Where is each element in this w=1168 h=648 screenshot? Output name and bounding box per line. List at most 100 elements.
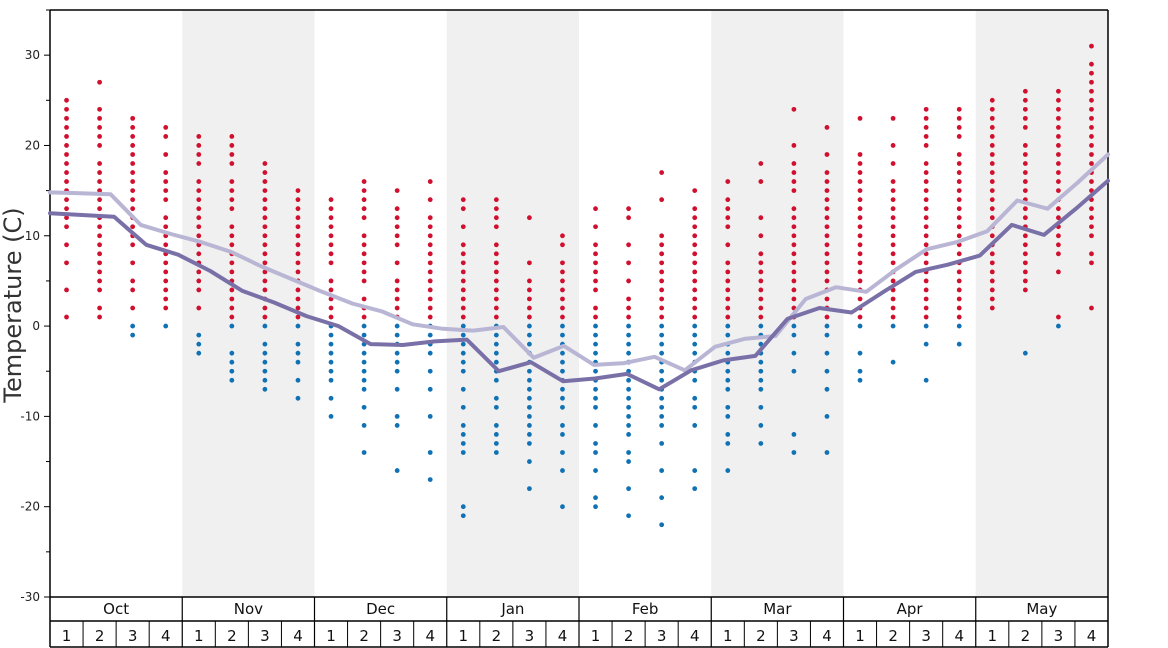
- cold-point: [791, 368, 797, 374]
- warm-point: [758, 269, 764, 275]
- warm-point: [989, 143, 995, 148]
- warm-point: [163, 305, 169, 311]
- warm-point: [923, 170, 929, 175]
- warm-point: [527, 278, 532, 284]
- warm-point: [824, 224, 830, 230]
- warm-point: [361, 188, 367, 194]
- cold-point: [527, 486, 532, 492]
- warm-point: [361, 233, 367, 239]
- warm-point: [923, 206, 929, 212]
- warm-point: [626, 215, 631, 221]
- week-label: 3: [921, 627, 931, 645]
- warm-point: [493, 269, 499, 275]
- warm-point: [659, 269, 665, 275]
- cold-point: [328, 377, 334, 383]
- warm-point: [97, 79, 102, 85]
- warm-point: [758, 260, 764, 266]
- warm-point: [262, 269, 268, 275]
- warm-point: [64, 206, 69, 212]
- cold-point: [560, 432, 565, 437]
- warm-point: [64, 260, 69, 266]
- warm-point: [493, 305, 499, 311]
- warm-point: [956, 152, 962, 157]
- warm-point: [1056, 170, 1061, 175]
- cold-point: [593, 350, 598, 356]
- warm-point: [64, 314, 69, 320]
- warm-point: [493, 287, 499, 293]
- cold-point: [460, 368, 466, 374]
- warm-point: [460, 305, 466, 311]
- cold-point: [493, 404, 499, 410]
- cold-point: [725, 404, 731, 410]
- warm-point: [857, 197, 863, 203]
- warm-point: [890, 242, 896, 248]
- y-axis: 30 20 10 0 -10 -20 -30: [20, 9, 1109, 647]
- warm-point: [956, 170, 962, 175]
- week-label: 4: [1087, 627, 1097, 645]
- cold-point: [626, 377, 631, 383]
- warm-point: [361, 296, 367, 302]
- warm-point: [989, 161, 995, 166]
- warm-point: [130, 152, 136, 157]
- cold-point: [361, 323, 367, 329]
- cold-point: [626, 413, 631, 419]
- warm-point: [493, 224, 499, 230]
- warm-point: [262, 287, 268, 293]
- cold-point: [460, 423, 466, 428]
- month-label: Nov: [234, 600, 263, 618]
- cold-point: [361, 386, 367, 392]
- warm-point: [989, 287, 995, 293]
- cold-point: [758, 404, 764, 410]
- warm-point: [1056, 269, 1061, 275]
- warm-point: [130, 287, 136, 293]
- warm-point: [97, 170, 102, 175]
- warm-point: [64, 242, 69, 248]
- cold-point: [229, 323, 235, 329]
- warm-point: [791, 242, 797, 248]
- warm-point: [725, 260, 731, 266]
- warm-point: [659, 314, 665, 320]
- warm-point: [97, 278, 102, 284]
- warm-point: [1089, 61, 1094, 67]
- warm-point: [626, 305, 631, 311]
- warm-point: [791, 188, 797, 194]
- warm-point: [229, 233, 235, 239]
- warm-point: [692, 260, 698, 266]
- warm-point: [725, 287, 731, 293]
- cold-point: [328, 332, 334, 338]
- warm-point: [394, 296, 400, 302]
- month-label: May: [1026, 600, 1057, 618]
- cold-point: [394, 323, 400, 329]
- warm-point: [527, 314, 532, 320]
- warm-point: [1089, 152, 1094, 157]
- warm-point: [725, 269, 731, 275]
- warm-point: [890, 115, 896, 121]
- warm-point: [791, 251, 797, 257]
- cold-point: [956, 323, 962, 329]
- cold-point: [394, 359, 400, 365]
- cold-point: [1056, 323, 1061, 329]
- warm-point: [163, 179, 169, 184]
- warm-point: [1022, 278, 1028, 284]
- warm-point: [229, 197, 235, 203]
- warm-point: [97, 115, 102, 121]
- cold-point: [857, 368, 863, 374]
- cold-point: [758, 423, 764, 428]
- warm-point: [229, 161, 235, 166]
- warm-point: [890, 251, 896, 257]
- week-label: 4: [161, 627, 171, 645]
- cold-point: [527, 413, 532, 419]
- cold-point: [328, 341, 334, 347]
- cold-point: [857, 377, 863, 383]
- warm-point: [1056, 88, 1061, 94]
- y-tick-label: -30: [20, 590, 40, 604]
- cold-point: [758, 368, 764, 374]
- warm-point: [262, 188, 268, 194]
- warm-point: [295, 260, 301, 266]
- warm-point: [394, 278, 400, 284]
- cold-point: [1022, 350, 1028, 356]
- warm-point: [328, 305, 334, 311]
- cold-point: [626, 450, 631, 455]
- cold-point: [824, 413, 830, 419]
- warm-point: [857, 233, 863, 239]
